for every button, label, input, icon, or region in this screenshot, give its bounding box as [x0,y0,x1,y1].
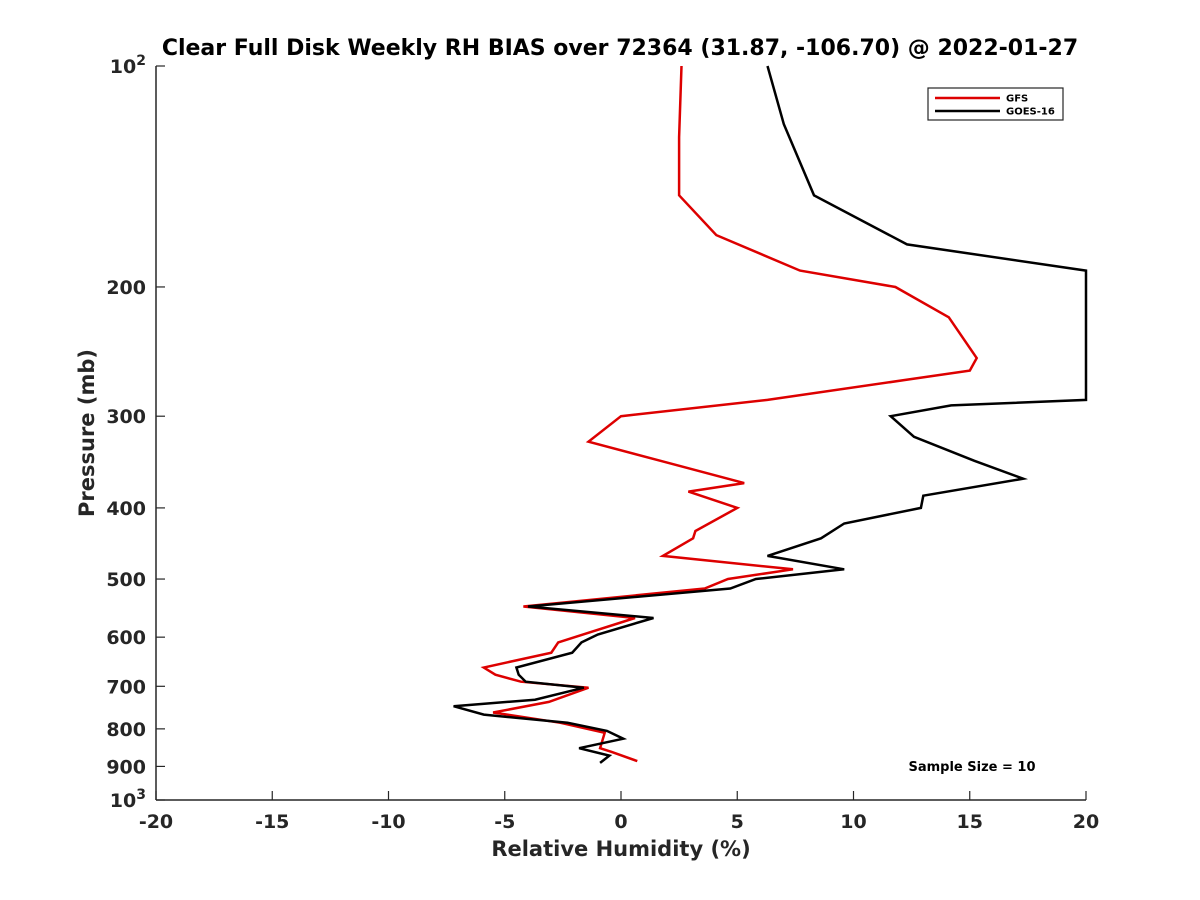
y-tick-base: 10 [110,56,136,78]
sample-size-annotation: Sample Size = 10 [908,760,1035,775]
y-tick-exponent: 2 [136,53,146,69]
y-tick-label: 600 [106,627,146,649]
x-tick-label: 0 [614,811,627,833]
y-tick-label: 900 [106,756,146,778]
plot-axes [155,66,1086,801]
y-tick-base: 500 [106,569,146,591]
y-tick-label: 300 [106,406,146,428]
y-tick-label: 200 [106,277,146,299]
y-tick-base: 200 [106,277,146,299]
x-tick-label: 20 [1073,811,1099,833]
y-tick-exponent: 3 [136,787,146,803]
chart-title: Clear Full Disk Weekly RH BIAS over 7236… [162,36,1078,61]
x-axis-ticks: -20 -15 -10 -5 0 5 10 15 20 [139,791,1099,833]
x-tick-label: 5 [731,811,744,833]
legend-box [927,87,1064,121]
legend-label-goes16: GOES-16 [1006,107,1055,118]
y-tick-base: 900 [106,756,146,778]
y-tick-base: 800 [106,719,146,741]
y-tick-label: 700 [106,676,146,698]
x-tick-label: 15 [957,811,983,833]
y-tick-base: 300 [106,406,146,428]
x-tick-label: -20 [139,811,173,833]
x-tick-label: -15 [255,811,289,833]
series-line-goes16 [453,65,1088,764]
y-tick-label: 102 [110,53,146,78]
y-tick-label: 103 [110,787,146,812]
legend-label-gfs: GFS [1006,94,1028,105]
y-tick-base: 600 [106,627,146,649]
x-tick-label: 10 [840,811,866,833]
y-tick-base: 700 [106,676,146,698]
x-tick-label: -5 [494,811,515,833]
series-layer [453,65,1088,764]
legend: GFS GOES-16 [927,87,1064,121]
y-tick-base: 400 [106,498,146,520]
x-axis-label: Relative Humidity (%) [491,837,750,861]
y-tick-label: 500 [106,569,146,591]
series-line-gfs [480,65,979,763]
y-tick-base: 10 [110,790,136,812]
y-tick-label: 400 [106,498,146,520]
y-axis-label: Pressure (mb) [75,349,99,517]
x-tick-label: -10 [371,811,405,833]
y-tick-label: 800 [106,719,146,741]
